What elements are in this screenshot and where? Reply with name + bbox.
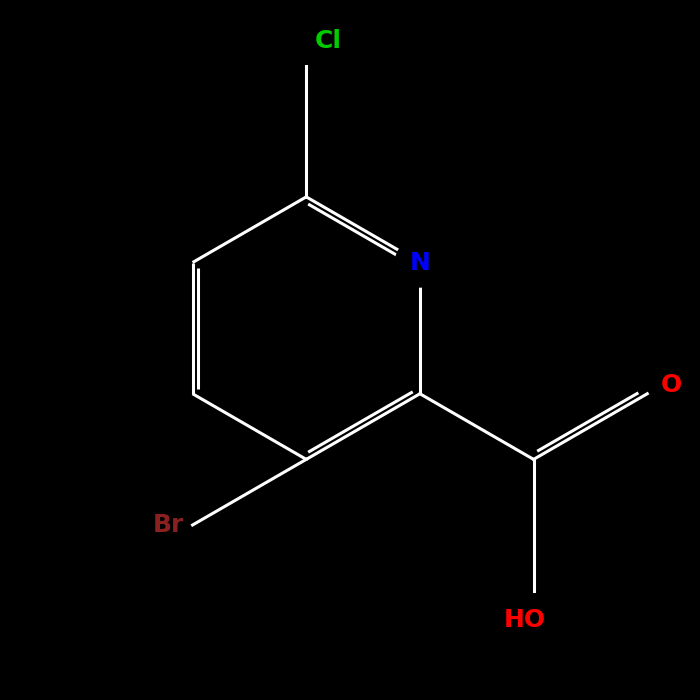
Text: O: O (660, 373, 682, 397)
Text: HO: HO (504, 608, 546, 632)
Text: Cl: Cl (315, 29, 342, 52)
Text: N: N (410, 251, 430, 274)
Circle shape (395, 238, 444, 287)
Text: Br: Br (153, 513, 184, 537)
